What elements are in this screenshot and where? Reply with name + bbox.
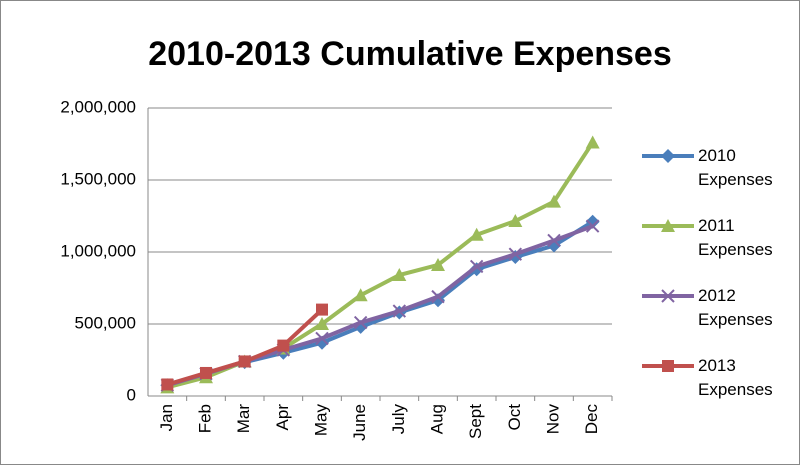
x-tick-label: June	[350, 404, 369, 441]
marker	[316, 303, 328, 316]
marker	[661, 289, 675, 303]
x-tick-label: Jan	[157, 404, 176, 431]
x-tick-label: July	[389, 404, 408, 435]
marker	[508, 214, 523, 228]
x-tick-label: May	[311, 404, 330, 437]
legend-entry: 2011 Expenses	[640, 212, 790, 282]
marker	[585, 135, 600, 149]
marker	[238, 355, 251, 368]
marker	[392, 268, 407, 282]
marker	[585, 219, 600, 233]
marker	[277, 339, 290, 352]
legend-swatch	[642, 360, 694, 372]
x-tick-label: Sept	[466, 404, 485, 439]
y-tick-label: 2,000,000	[60, 97, 136, 116]
legend-entry: 2012 Expenses	[640, 282, 790, 352]
marker	[353, 315, 368, 330]
y-tick-label: 1,500,000	[60, 169, 136, 188]
x-tick-label: Feb	[195, 404, 214, 433]
marker	[392, 304, 407, 318]
x-tick-label: Aug	[427, 404, 446, 434]
marker	[469, 227, 484, 241]
legend-swatch	[642, 219, 694, 232]
legend-label: 2012 Expenses	[698, 286, 773, 329]
marker	[431, 257, 445, 271]
marker	[161, 378, 174, 391]
marker	[508, 247, 523, 261]
marker	[315, 331, 329, 346]
marker	[661, 149, 675, 163]
marker	[315, 317, 329, 330]
marker	[469, 259, 484, 274]
x-tick-label: Mar	[234, 404, 253, 434]
marker	[661, 219, 675, 232]
series-line	[166, 220, 594, 388]
marker	[662, 360, 674, 372]
legend-label: 2013 Expenses	[698, 356, 773, 399]
marker	[200, 366, 212, 379]
legend-entry: 2013 Expenses	[640, 352, 790, 422]
x-tick-label: Apr	[273, 404, 292, 431]
x-tick-label: Dec	[582, 404, 601, 435]
series-line	[166, 141, 595, 390]
y-tick-label: 0	[127, 385, 136, 404]
x-tick-label: Oct	[505, 404, 524, 431]
x-tick-label: Nov	[543, 404, 562, 435]
legend: 2010 Expenses 2011 Expenses 2012 Expenses 2…	[640, 142, 790, 422]
chart-title: 2010-2013 Cumulative Expenses	[148, 35, 672, 73]
legend-label: 2011 Expenses	[698, 216, 773, 259]
y-tick-label: 500,000	[75, 313, 136, 332]
marker	[353, 288, 368, 302]
y-tick-label: 1,000,000	[60, 241, 136, 260]
marker	[431, 289, 445, 304]
legend-swatch	[642, 289, 694, 303]
legend-entry: 2010 Expenses	[640, 142, 790, 212]
marker	[547, 194, 561, 208]
marker	[547, 233, 561, 248]
series-line	[166, 224, 594, 388]
legend-swatch	[642, 149, 694, 163]
legend-label: 2010 Expenses	[698, 146, 773, 189]
